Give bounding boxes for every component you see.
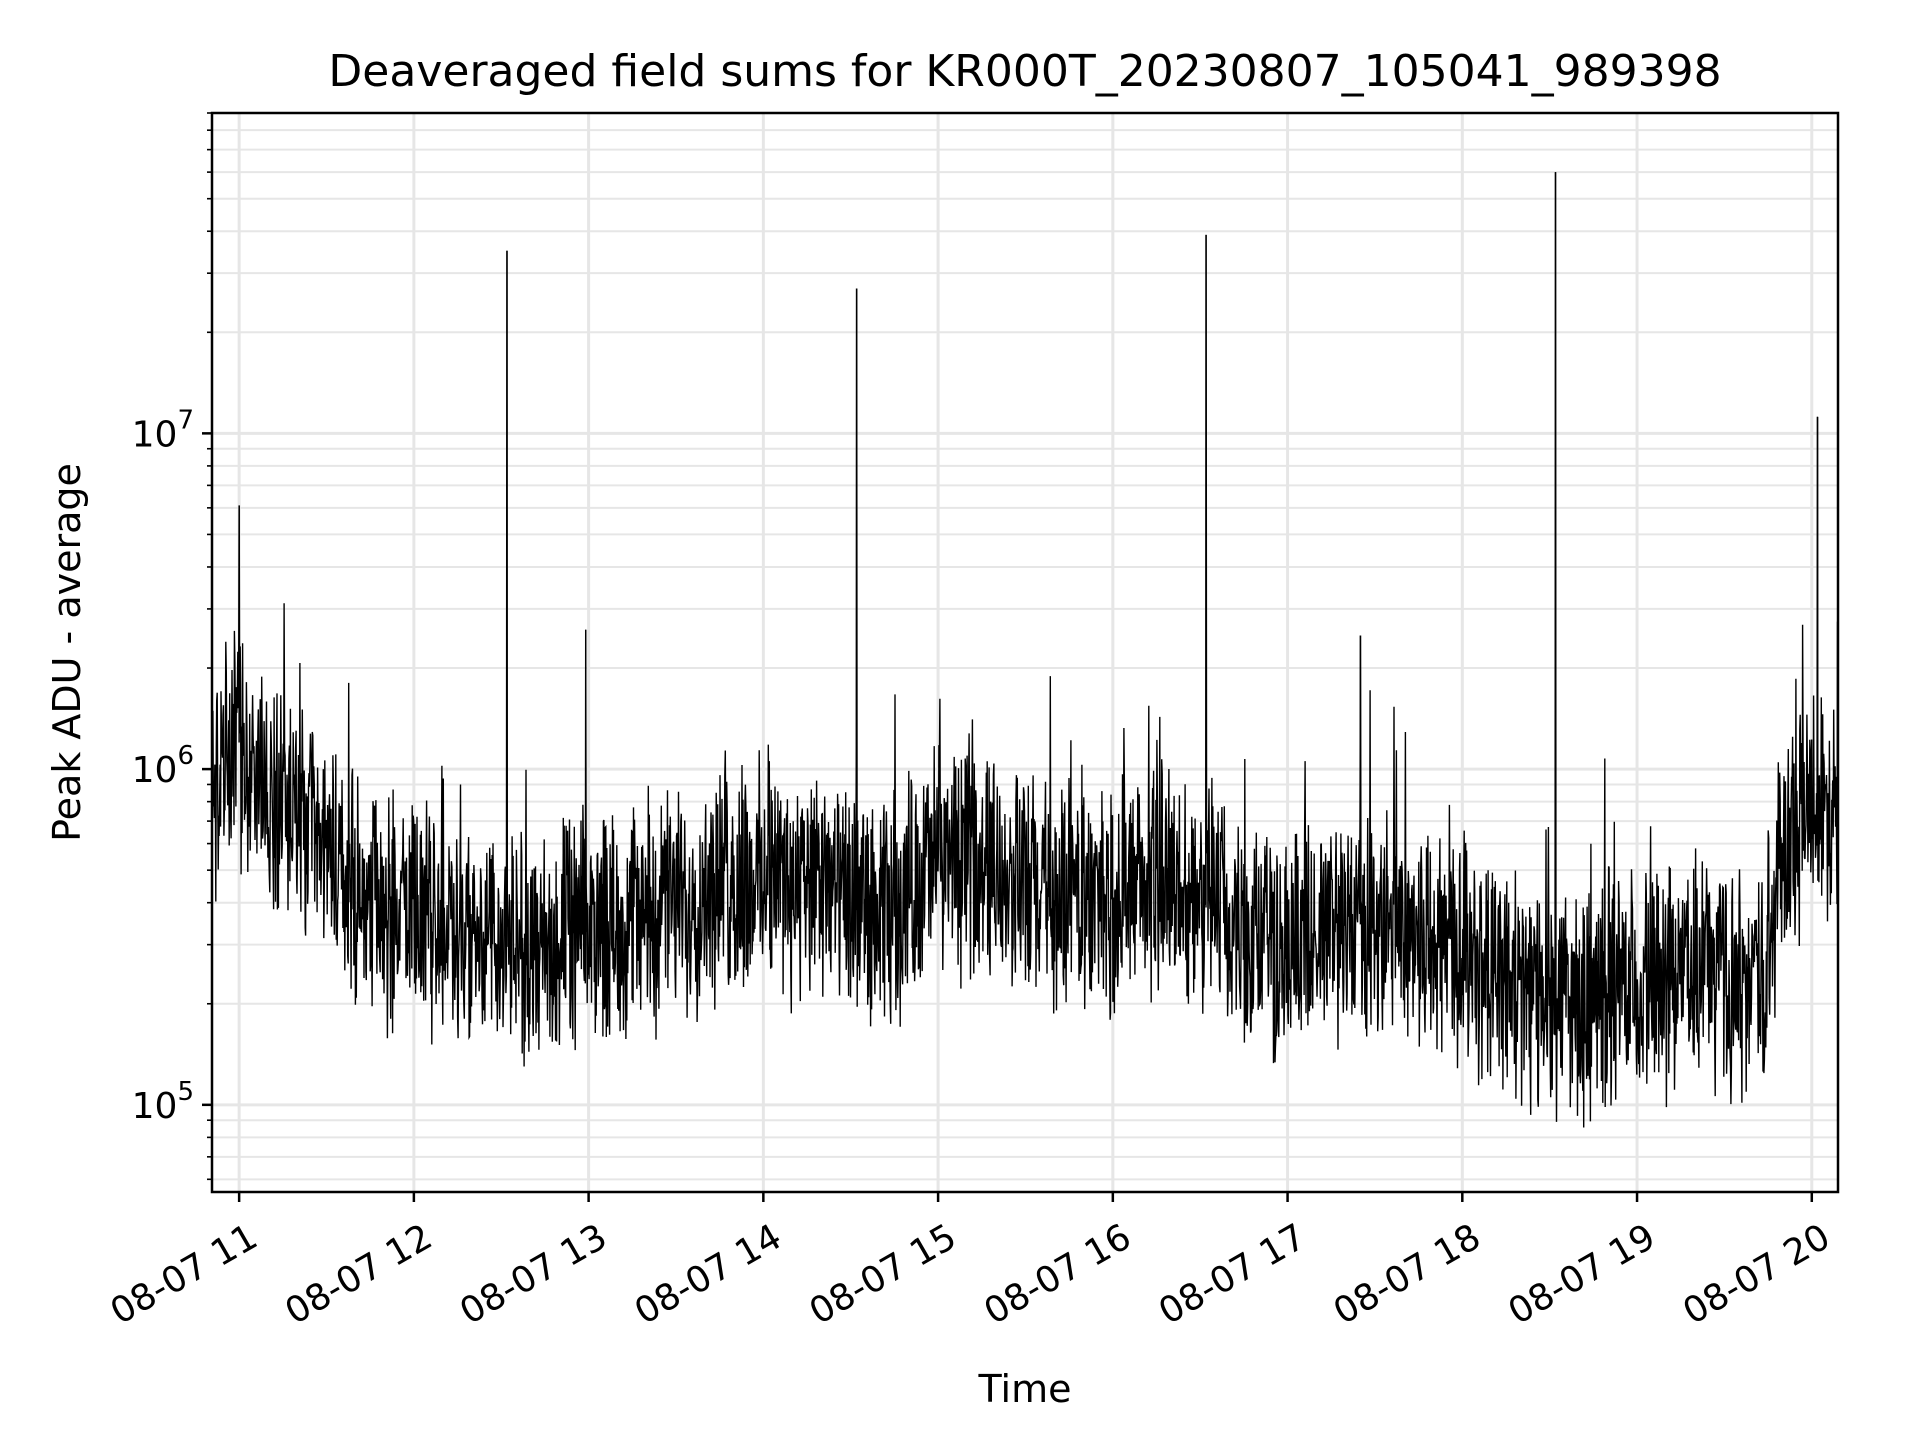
y-tick-label: 106	[132, 741, 194, 791]
plot-frame	[210, 111, 1840, 1194]
series	[212, 172, 1839, 1128]
chart-title: Deaveraged field sums for KR000T_2023080…	[328, 46, 1721, 97]
x-axis-label: Time	[978, 1367, 1072, 1411]
y-tick-label: 105	[132, 1077, 194, 1127]
y-axis-label: Peak ADU - average	[45, 463, 89, 842]
series-line	[212, 172, 1839, 1128]
y-tick-label: 107	[132, 405, 194, 455]
